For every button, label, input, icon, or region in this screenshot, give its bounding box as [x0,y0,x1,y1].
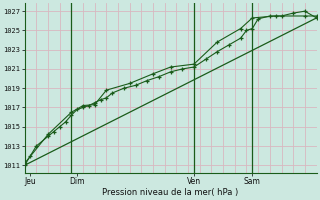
X-axis label: Pression niveau de la mer( hPa ): Pression niveau de la mer( hPa ) [102,188,239,197]
